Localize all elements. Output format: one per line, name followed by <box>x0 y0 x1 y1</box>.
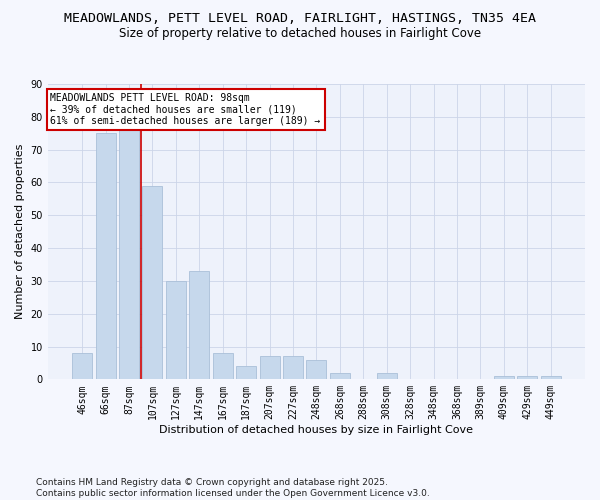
Bar <box>517 376 537 380</box>
Bar <box>119 130 139 380</box>
Bar <box>377 373 397 380</box>
Bar <box>283 356 303 380</box>
Bar <box>260 356 280 380</box>
Bar <box>307 360 326 380</box>
Text: MEADOWLANDS PETT LEVEL ROAD: 98sqm
← 39% of detached houses are smaller (119)
61: MEADOWLANDS PETT LEVEL ROAD: 98sqm ← 39%… <box>50 93 321 126</box>
Bar <box>72 353 92 380</box>
Bar <box>166 281 186 380</box>
Bar <box>541 376 560 380</box>
Bar <box>190 271 209 380</box>
X-axis label: Distribution of detached houses by size in Fairlight Cove: Distribution of detached houses by size … <box>160 425 473 435</box>
Text: Contains HM Land Registry data © Crown copyright and database right 2025.
Contai: Contains HM Land Registry data © Crown c… <box>36 478 430 498</box>
Bar <box>236 366 256 380</box>
Bar <box>213 353 233 380</box>
Bar <box>494 376 514 380</box>
Bar <box>330 373 350 380</box>
Y-axis label: Number of detached properties: Number of detached properties <box>15 144 25 320</box>
Text: MEADOWLANDS, PETT LEVEL ROAD, FAIRLIGHT, HASTINGS, TN35 4EA: MEADOWLANDS, PETT LEVEL ROAD, FAIRLIGHT,… <box>64 12 536 26</box>
Text: Size of property relative to detached houses in Fairlight Cove: Size of property relative to detached ho… <box>119 28 481 40</box>
Bar <box>95 133 116 380</box>
Bar <box>142 186 163 380</box>
